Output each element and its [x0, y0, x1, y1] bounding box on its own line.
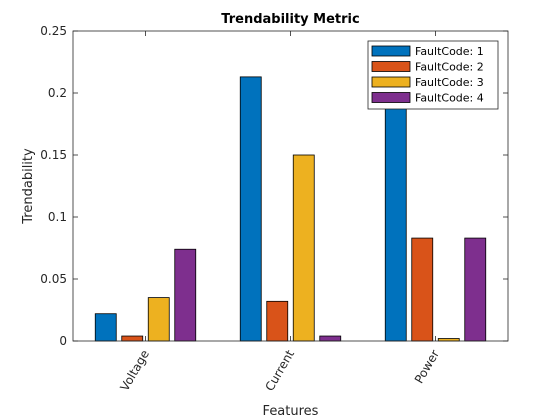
bar-voltage-series-2	[121, 335, 144, 342]
legend: FaultCode: 1 FaultCode: 2 FaultCode: 3 Faul…	[367, 40, 499, 110]
bar-power-series-4	[464, 237, 487, 342]
legend-swatch-series-1	[371, 45, 411, 57]
bars-layer	[94, 52, 487, 342]
bar-power-series-2	[411, 237, 434, 342]
bar-voltage-series-1	[94, 313, 117, 342]
x-tick-label-power: Power	[412, 347, 442, 385]
bar-current-series-2	[266, 300, 289, 342]
y-tick-label: 0.1	[48, 210, 67, 224]
bar-current-series-3	[292, 154, 315, 342]
chart-title: Trendability Metric	[221, 12, 359, 27]
x-axis-label: Features	[263, 404, 319, 419]
y-axis-label: Trendability	[21, 148, 36, 225]
y-tick-label: 0.15	[40, 148, 67, 162]
legend-label-series-1: FaultCode: 1	[415, 45, 484, 58]
bar-current-series-4	[319, 335, 342, 342]
y-tick-label: 0.05	[40, 272, 67, 286]
x-tick-label-voltage: Voltage	[117, 348, 152, 394]
legend-label-series-2: FaultCode: 2	[415, 61, 484, 74]
y-tick-label: 0.25	[40, 24, 67, 38]
legend-label-series-4: FaultCode: 4	[415, 92, 484, 105]
bar-voltage-series-4	[174, 248, 197, 342]
y-tick-label: 0.2	[48, 86, 67, 100]
x-tick-label-current: Current	[262, 347, 297, 393]
y-tick-label: 0	[59, 334, 67, 348]
legend-swatch-series-4	[371, 92, 411, 103]
bar-voltage-series-3	[147, 297, 170, 342]
legend-swatch-series-3	[371, 76, 411, 88]
bar-current-series-1	[239, 76, 262, 342]
legend-label-series-3: FaultCode: 3	[415, 76, 484, 89]
legend-swatch-series-2	[371, 61, 411, 72]
